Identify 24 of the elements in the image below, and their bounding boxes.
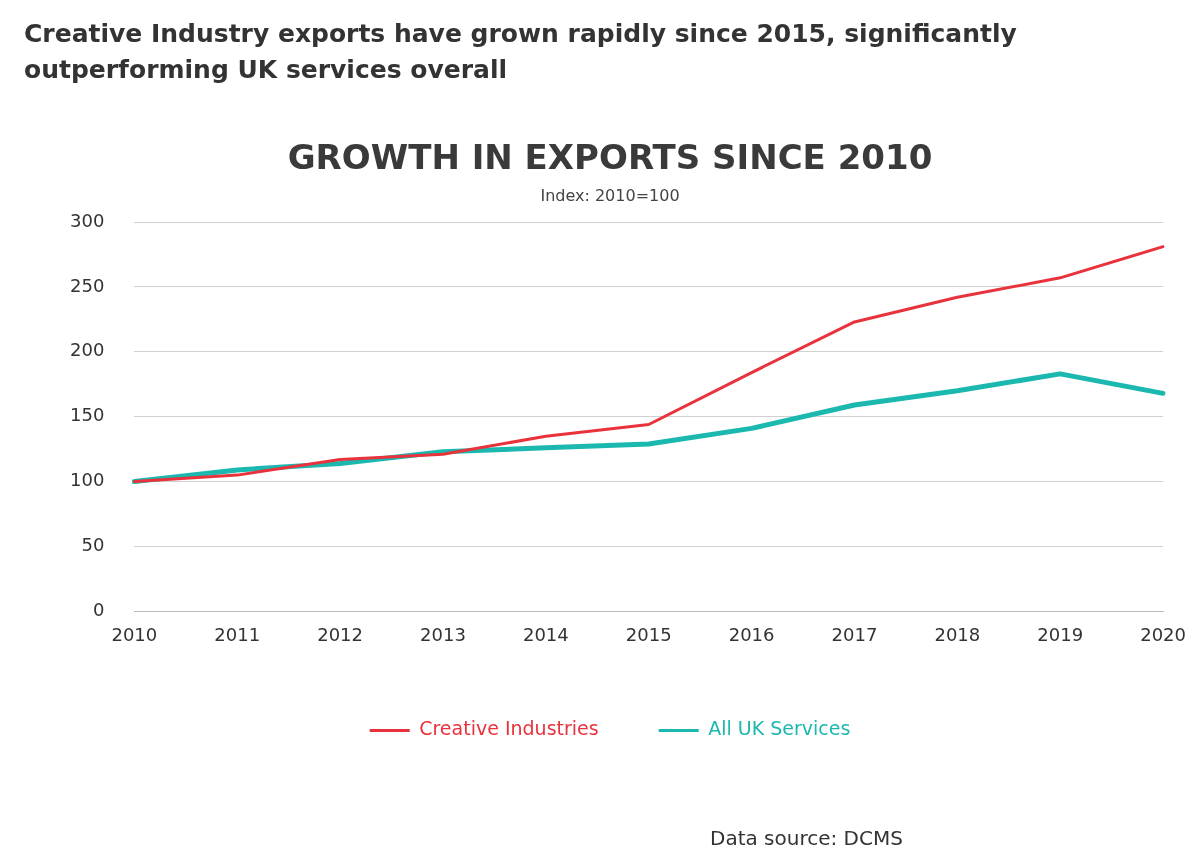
y-tick-label: 0 — [92, 599, 105, 621]
y-tick-label: 300 — [70, 209, 105, 231]
x-tick-label: 2013 — [420, 623, 466, 645]
x-tick-label: 2012 — [317, 623, 364, 645]
chart-title: GROWTH IN EXPORTS SINCE 2010 — [287, 137, 933, 178]
y-tick-label: 50 — [81, 534, 105, 556]
x-tick-label: 2011 — [214, 623, 261, 645]
x-tick-label: 2015 — [625, 623, 672, 645]
x-tick-label: 2010 — [111, 623, 158, 645]
y-tick-label: 100 — [70, 469, 105, 491]
x-tick-label: 2020 — [1140, 623, 1186, 645]
x-tick-label: 2019 — [1037, 623, 1084, 645]
x-tick-label: 2014 — [522, 623, 569, 645]
legend-label: Creative Industries — [419, 717, 599, 740]
source-note: Data source: DCMS — [710, 826, 903, 850]
legend-label: All UK Services — [708, 717, 851, 740]
chart-subtitle: Index: 2010=100 — [540, 185, 680, 205]
x-tick-label: 2016 — [728, 623, 775, 645]
x-tick-label: 2018 — [934, 623, 981, 645]
y-tick-label: 200 — [70, 339, 105, 361]
y-tick-label: 150 — [70, 404, 105, 426]
text: Creative Industry exports have grown rapidly since 2015, significantly outperforming UK services overall — [24, 18, 1018, 86]
x-tick-label: 2017 — [831, 623, 878, 645]
y-tick-label: 250 — [70, 274, 105, 296]
